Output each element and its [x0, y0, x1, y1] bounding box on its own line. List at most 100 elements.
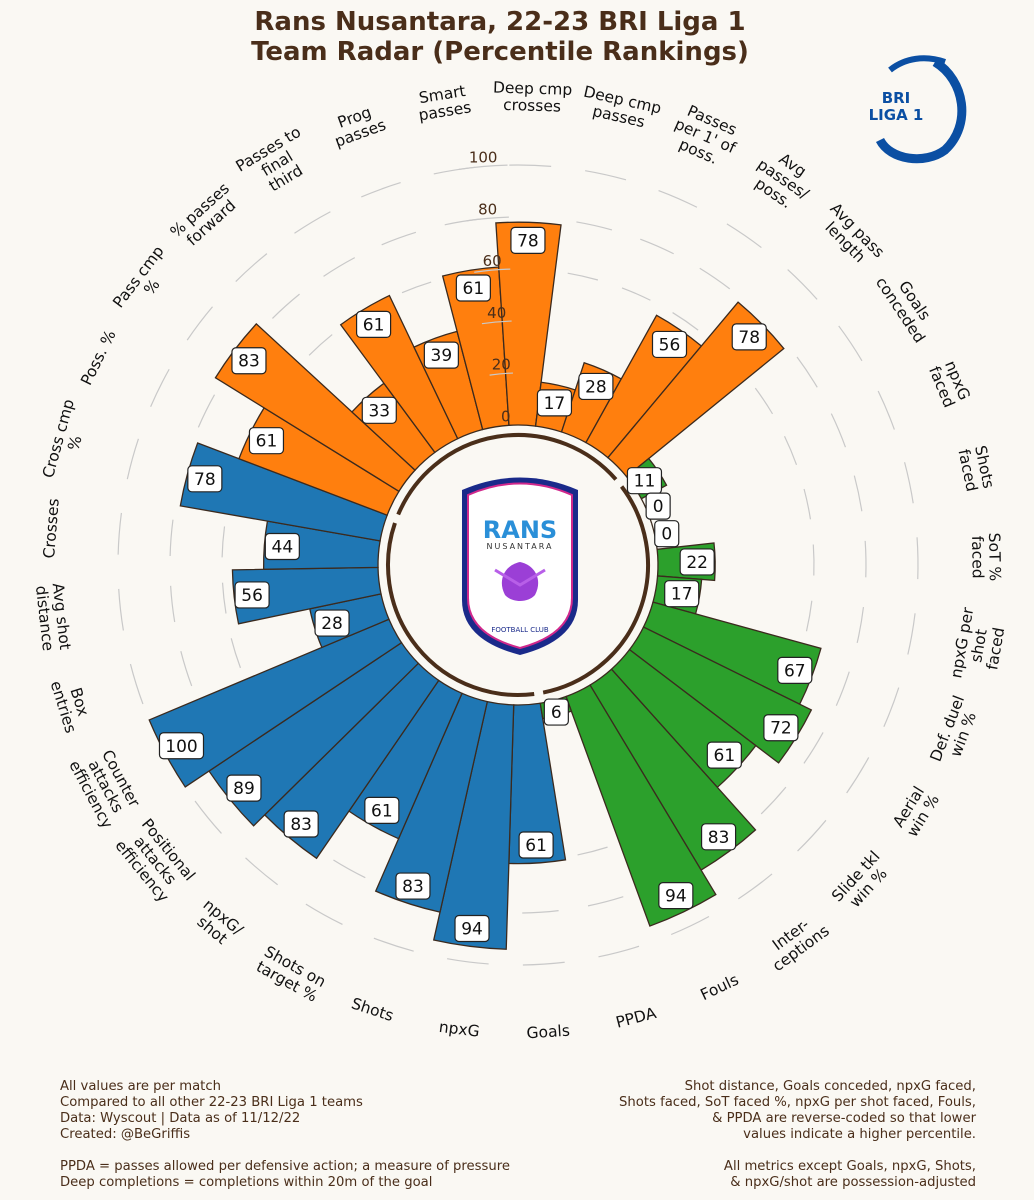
- value-label-box-entries: 28: [314, 609, 350, 637]
- club-badge-footer: FOOTBALL CLUB: [491, 626, 549, 634]
- league-logo-swoosh: [875, 58, 967, 164]
- radial-tick-labels: 0 20 40 60 80 100: [458, 149, 513, 426]
- grid-arc: [294, 211, 331, 234]
- value-text: 22: [686, 553, 708, 573]
- footer-left-line-6: PPDA = passes allowed per defensive acti…: [60, 1159, 510, 1174]
- rtick-label: 80: [478, 200, 497, 218]
- value-label-avg-passes-poss: 56: [651, 330, 688, 359]
- footer-left-line-3: Data: Wyscout | Data as of 11/12/22: [60, 1111, 300, 1126]
- value-label-slide-tkl-win: 61: [706, 741, 742, 769]
- rtick-arc: [474, 268, 511, 273]
- value-text: 61: [463, 279, 485, 299]
- value-box: [645, 492, 671, 520]
- value-text: 78: [194, 470, 216, 490]
- value-text: 61: [363, 315, 385, 335]
- grid-arc: [129, 663, 144, 705]
- value-text: 94: [665, 887, 687, 907]
- value-box: [361, 396, 397, 424]
- value-box: [654, 520, 680, 548]
- footer-left-line-1: All values are per match: [60, 1079, 221, 1094]
- value-label-shots: 83: [395, 872, 431, 900]
- value-text: 61: [714, 746, 736, 766]
- grid-arc: [235, 253, 268, 282]
- rtick-arc: [466, 216, 509, 222]
- grid-arc: [598, 945, 640, 958]
- footer-right: Shot distance, Goals conceded, npxG face…: [619, 1079, 977, 1190]
- grid-arc: [197, 394, 216, 428]
- grid-arc: [846, 757, 870, 794]
- value-text: 83: [402, 877, 424, 897]
- grid-arc: [672, 312, 699, 331]
- footer-right-line-3: & PPDA are reverse-coded so that lower: [712, 1111, 976, 1126]
- metric-label-smart-passes: Smartpasses: [415, 81, 473, 124]
- value-label-counter-attacks-efficiency: 100: [158, 732, 205, 760]
- footer-right-line-1: Shot distance, Goals conceded, npxG face…: [685, 1079, 976, 1094]
- value-text: 78: [738, 328, 760, 348]
- metric-label-goals: Goals: [526, 1022, 570, 1043]
- metric-label-avg-passes-poss: Avgpasses/poss.: [744, 141, 822, 217]
- league-logo-line1: BRI: [882, 89, 911, 107]
- metric-label-prog-passes: Progpasses: [326, 100, 388, 151]
- rtick-label: 40: [487, 304, 506, 322]
- value-box: [536, 389, 573, 417]
- value-text: 28: [585, 377, 607, 397]
- metric-label-goals-conceded: Goalsconceded: [872, 264, 943, 346]
- footer-left-line-7: Deep completions = completions within 20…: [60, 1175, 432, 1190]
- value-text: 83: [238, 352, 260, 372]
- grid-arc: [221, 526, 226, 558]
- footer-left: All values are per match Compared to all…: [60, 1079, 510, 1190]
- league-logo-line2: LIGA 1: [869, 106, 924, 124]
- value-text: 6: [551, 703, 562, 723]
- grid-arc: [787, 269, 818, 300]
- value-box: [423, 341, 459, 369]
- value-box: [355, 310, 392, 339]
- club-badge-sub: NUSANTARA: [487, 542, 554, 551]
- grid-arc: [835, 671, 850, 706]
- grid-arc: [272, 293, 300, 319]
- league-logo-arc: [888, 55, 946, 73]
- value-text: 0: [653, 497, 664, 517]
- value-label-goals-conceded: 11: [626, 467, 663, 495]
- value-text: 67: [784, 661, 806, 681]
- grid-arc: [812, 544, 815, 576]
- value-label-npxg-per-shot-faced: 17: [664, 580, 700, 608]
- value-box: [248, 427, 285, 455]
- value-box: [700, 823, 737, 851]
- grid-arc: [381, 231, 417, 246]
- metric-label-slide-tkl-win: Slide tklwin %: [828, 847, 896, 916]
- grid-arc: [856, 606, 865, 644]
- metric-label-cross-cmp: Cross cmp%: [39, 397, 94, 484]
- grid-arc: [170, 585, 176, 623]
- rtick-arc: [489, 372, 513, 376]
- group-ring-possession: [396, 433, 618, 516]
- grid-arc: [621, 287, 651, 301]
- metric-label-npxg-per-shot-faced: npxG pershotfaced: [947, 605, 1011, 685]
- value-label-cross-cmp: 78: [187, 465, 223, 493]
- grid-arc: [194, 800, 222, 834]
- grid-arc: [907, 613, 916, 655]
- metric-label-passes-forward: % passesforward: [167, 179, 245, 254]
- value-text: 44: [272, 538, 294, 558]
- grid-arc: [186, 306, 213, 341]
- value-text: 11: [634, 472, 656, 492]
- value-box: [455, 274, 491, 302]
- grid-arc: [180, 651, 193, 687]
- value-text: 56: [241, 586, 263, 606]
- value-box: [226, 774, 262, 802]
- value-box: [264, 532, 300, 561]
- value-box: [706, 741, 742, 769]
- metric-label-passes-to-final-third: Passes tofinalthird: [233, 123, 322, 205]
- value-label-goals: 61: [518, 831, 554, 859]
- value-label-sot-faced: 22: [679, 548, 715, 576]
- value-text: 89: [233, 779, 255, 799]
- footer-right-line-6: All metrics except Goals, npxG, Shots,: [724, 1159, 976, 1174]
- metric-label-avg-pass-length: Avg passlength: [814, 199, 887, 273]
- metric-label-box-entries: Boxentries: [47, 674, 96, 736]
- metric-label-shots: Shots: [349, 995, 396, 1026]
- value-box: [518, 831, 554, 859]
- value-text: 61: [256, 432, 278, 452]
- value-label-passes-per-1-of-poss: 28: [578, 372, 614, 401]
- value-label-def-duel-win: 67: [777, 656, 813, 685]
- value-box: [543, 698, 569, 726]
- grid-arc: [150, 368, 170, 408]
